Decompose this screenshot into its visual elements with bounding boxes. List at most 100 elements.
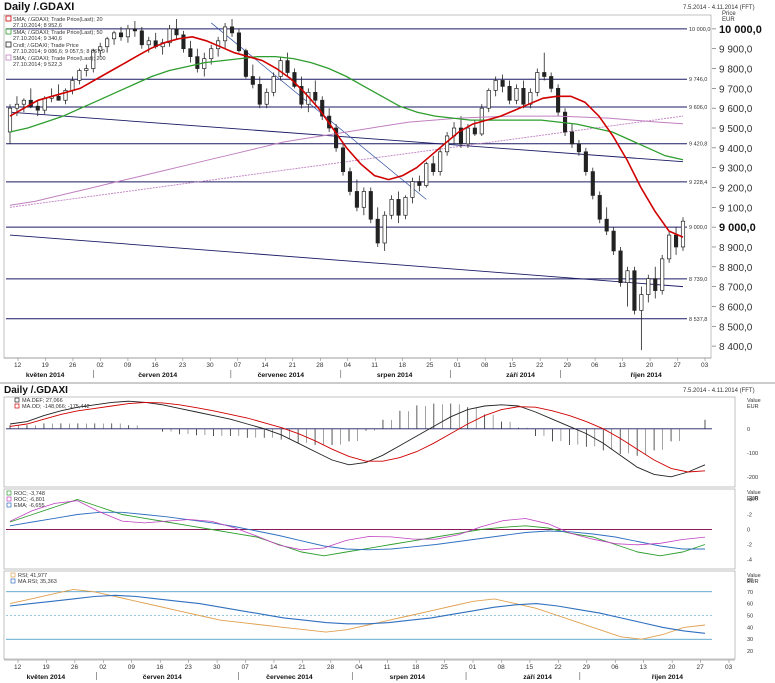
month-label: říjen 2014 — [652, 674, 684, 681]
candle — [493, 80, 498, 91]
legend-swatch — [10, 578, 16, 584]
macd-signal-line — [9, 401, 706, 473]
legend-swatch — [6, 502, 12, 508]
x-tick-label: 29 — [583, 664, 591, 671]
rsi-axis-label: 30 — [747, 637, 753, 643]
month-label: srpen 2014 — [390, 674, 426, 681]
candle — [313, 91, 318, 101]
rsi-panel — [3, 570, 736, 660]
candle — [250, 76, 255, 85]
candle — [389, 199, 394, 216]
roc-axis-label: -2 — [747, 543, 752, 549]
candle — [77, 70, 82, 81]
candle — [535, 72, 540, 93]
candle — [118, 32, 124, 38]
x-tick-label: 22 — [536, 362, 544, 369]
legend-label: SMA; /.GDAXI; Trade Price(Last); 200 — [13, 56, 106, 62]
candle — [181, 34, 186, 50]
price-tick-label: 9 300,0 — [719, 164, 753, 175]
x-tick-label: 08 — [481, 362, 489, 369]
x-tick-label: 18 — [412, 664, 420, 671]
x-tick-label: 09 — [124, 362, 132, 369]
level-label: 9 228,4 — [689, 180, 707, 186]
candle — [63, 90, 68, 101]
candle — [403, 197, 408, 216]
legend-label: MA.RSI; 35,363 — [18, 579, 57, 585]
x-tick-label: 08 — [497, 664, 505, 671]
month-label: červenec 2014 — [258, 372, 305, 379]
candle — [417, 181, 422, 186]
candle — [583, 151, 588, 172]
price-tick-label: 8 500,0 — [719, 322, 753, 333]
legend-swatch — [14, 403, 20, 409]
x-tick-label: 06 — [611, 664, 619, 671]
month-label: květen 2014 — [27, 674, 66, 681]
legend-label: EMA; -6,655 — [14, 503, 45, 509]
level-label: 9 746,0 — [689, 77, 707, 83]
x-tick-label: 15 — [526, 664, 534, 671]
candle — [396, 199, 401, 216]
x-tick-label: 02 — [96, 362, 104, 369]
candle — [438, 151, 443, 172]
candle — [674, 234, 679, 248]
rsi-axis-label: EUR — [747, 579, 759, 585]
roc-axis-label: -4 — [747, 558, 752, 564]
x-tick-label: 03 — [725, 664, 733, 671]
level-label: 8 537,8 — [689, 317, 707, 323]
x-tick-label: 04 — [355, 664, 363, 671]
x-tick-label: 27 — [697, 664, 705, 671]
month-label: září 2014 — [523, 674, 552, 681]
rsi-axis-label: 50 — [747, 614, 753, 620]
x-tick-label: 14 — [270, 664, 278, 671]
legend-label: MA.DEF; 27,066 — [22, 398, 63, 404]
x-tick-label: 13 — [640, 664, 648, 671]
x-tick-label: 18 — [399, 362, 407, 369]
trend-line — [9, 234, 684, 288]
x-tick-label: 14 — [261, 362, 269, 369]
level-label: 9 000,0 — [689, 225, 707, 231]
candle — [229, 26, 235, 34]
macd-axis-label: 0 — [747, 427, 750, 433]
candle — [556, 88, 561, 113]
candle — [236, 32, 242, 52]
candle — [264, 91, 269, 105]
x-tick-label: 03 — [701, 362, 709, 369]
candle — [646, 278, 651, 295]
candle — [569, 131, 575, 145]
x-tick-label: 20 — [646, 362, 654, 369]
x-tick-label: 21 — [289, 362, 297, 369]
candle — [632, 270, 637, 311]
candle — [618, 250, 623, 283]
x-tick-label: 15 — [509, 362, 517, 369]
price-tick-label: 9 800,0 — [719, 65, 753, 76]
candle — [521, 88, 526, 105]
price-tick-label: 8 600,0 — [719, 302, 753, 313]
candle — [445, 135, 450, 153]
x-tick-label: 30 — [206, 362, 214, 369]
macd-panel — [3, 396, 736, 488]
candle — [382, 214, 387, 244]
rsi-axis-label: 80 — [747, 578, 753, 584]
x-tick-label: 25 — [426, 362, 434, 369]
legend-value: 27.10.2014; 9 522,3 — [13, 62, 62, 68]
candle — [257, 84, 262, 105]
candle — [167, 28, 172, 44]
lower-title: Daily /.GDAXI — [4, 385, 68, 396]
candle — [112, 32, 117, 40]
legend-label: ROC; -3,748 — [14, 491, 45, 497]
macd-axis-label: EUR — [747, 404, 759, 410]
roc-line — [9, 499, 706, 557]
legend-swatch — [5, 54, 12, 61]
month-label: červen 2014 — [138, 372, 177, 379]
x-tick-label: 26 — [69, 362, 77, 369]
candle — [667, 234, 672, 260]
candle — [139, 30, 144, 46]
price-tick-label: 9 000,0 — [719, 222, 756, 234]
trend-line — [9, 115, 684, 208]
price-tick-label: 8 800,0 — [719, 263, 753, 274]
candle — [271, 76, 276, 93]
rsi-axis-label: 40 — [747, 625, 753, 631]
candle — [84, 68, 89, 71]
